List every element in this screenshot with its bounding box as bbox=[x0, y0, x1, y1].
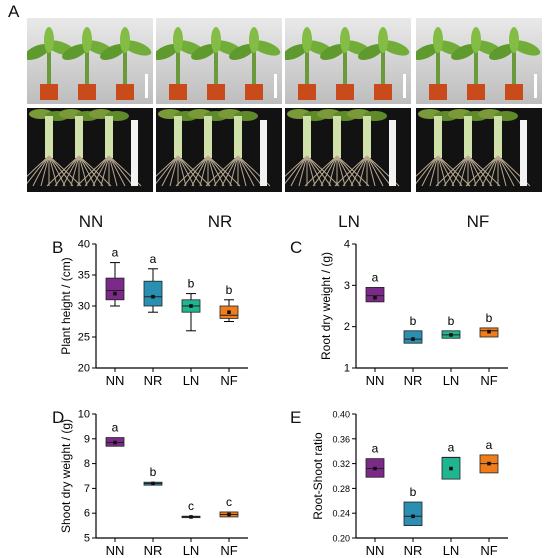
y-tick-label: 0.32 bbox=[332, 459, 350, 469]
x-tick-label: NR bbox=[144, 543, 163, 558]
y-tick-label: 10 bbox=[78, 409, 90, 421]
x-tick-label: LN bbox=[183, 373, 200, 388]
x-tick-label: LN bbox=[443, 373, 460, 388]
photo-roots-ln bbox=[285, 108, 411, 192]
y-tick-label: 1 bbox=[344, 363, 350, 375]
panel-label-d: D bbox=[52, 408, 65, 427]
significance-letter: a bbox=[372, 442, 379, 456]
significance-letter: b bbox=[410, 485, 417, 499]
mean-marker bbox=[373, 295, 377, 300]
x-tick-label: NR bbox=[404, 543, 423, 558]
mean-marker bbox=[113, 440, 117, 445]
y-axis-title: Plant height / (cm) bbox=[59, 257, 73, 354]
significance-letter: a bbox=[372, 270, 379, 284]
significance-letter: b bbox=[226, 283, 233, 297]
mean-marker bbox=[449, 333, 453, 337]
significance-letter: c bbox=[226, 495, 232, 509]
significance-letter: b bbox=[410, 314, 417, 328]
y-axis-title: Shoot dry weight / (g) bbox=[59, 419, 73, 533]
y-tick-label: 40 bbox=[78, 239, 90, 251]
photo-plants-ln bbox=[285, 18, 411, 104]
y-tick-label: 3 bbox=[344, 280, 350, 292]
y-tick-label: 0.36 bbox=[332, 434, 350, 444]
significance-letter: b bbox=[486, 311, 493, 325]
box-nn bbox=[105, 277, 125, 301]
mean-marker bbox=[151, 294, 155, 299]
panel-label-a: A bbox=[8, 2, 20, 21]
panel-label-c: C bbox=[290, 238, 303, 257]
x-tick-label: NN bbox=[106, 543, 125, 558]
y-tick-label: 7 bbox=[84, 483, 90, 495]
panel-label-e: E bbox=[290, 408, 302, 427]
x-tick-label: NN bbox=[366, 373, 385, 388]
box-nr bbox=[403, 330, 423, 344]
mean-marker bbox=[487, 329, 491, 334]
y-tick-label: 35 bbox=[78, 270, 90, 282]
x-tick-label: NF bbox=[220, 543, 237, 558]
x-tick-label: NF bbox=[220, 373, 237, 388]
y-tick-label: 2 bbox=[344, 321, 350, 333]
photo-plants-nr bbox=[156, 18, 282, 104]
photo-roots-nn bbox=[27, 108, 153, 192]
mean-marker bbox=[151, 481, 155, 486]
photo-plants-nf bbox=[416, 18, 542, 104]
panel-label-b: B bbox=[52, 238, 64, 257]
mean-marker bbox=[227, 310, 231, 314]
treatment-label-ln: LN bbox=[338, 212, 360, 231]
significance-letter: a bbox=[150, 252, 157, 266]
significance-letter: a bbox=[486, 438, 493, 452]
mean-marker bbox=[449, 466, 453, 471]
x-tick-label: NR bbox=[404, 373, 423, 388]
significance-letter: b bbox=[150, 465, 157, 479]
y-tick-label: 0.40 bbox=[332, 410, 350, 420]
significance-letter: b bbox=[188, 277, 195, 291]
mean-marker bbox=[113, 291, 117, 296]
mean-marker bbox=[411, 337, 415, 341]
photo-roots-nf bbox=[416, 108, 542, 192]
mean-marker bbox=[227, 512, 231, 517]
treatment-label-nr: NR bbox=[207, 212, 233, 231]
treatment-label-nn: NN bbox=[78, 212, 104, 231]
box-nn bbox=[365, 287, 385, 303]
y-tick-label: 4 bbox=[344, 239, 350, 251]
box-nr bbox=[143, 280, 163, 307]
significance-letter: b bbox=[448, 314, 455, 328]
x-tick-label: NN bbox=[366, 543, 385, 558]
y-tick-label: 6 bbox=[84, 508, 90, 520]
mean-marker bbox=[373, 466, 377, 471]
x-tick-label: NF bbox=[480, 543, 497, 558]
significance-letter: a bbox=[112, 246, 119, 260]
chart-shoot-dry-weight: 5 6 7 8 9 10 Shoot dry weight / (g) NN a NR b LN c NF… bbox=[59, 409, 248, 558]
y-tick-label: 0.24 bbox=[332, 509, 350, 519]
y-tick-label: 0.28 bbox=[332, 484, 350, 494]
box-nr bbox=[403, 501, 423, 527]
significance-letter: a bbox=[112, 421, 119, 435]
photo-plants-nn bbox=[27, 18, 153, 104]
chart-root-shoot-ratio: 0.20 0.24 0.28 0.32 0.36 0.40 Root-Shoot ratio… bbox=[311, 410, 508, 558]
x-tick-label: NF bbox=[480, 373, 497, 388]
photo-roots-nr bbox=[156, 108, 282, 192]
y-tick-label: 0.20 bbox=[332, 534, 350, 544]
y-tick-label: 30 bbox=[78, 301, 90, 313]
x-tick-label: LN bbox=[183, 543, 200, 558]
y-tick-label: 25 bbox=[78, 332, 90, 344]
x-tick-label: NN bbox=[106, 373, 125, 388]
mean-marker bbox=[189, 304, 193, 308]
chart-plant-height: 20 25 30 35 40 Plant height / (cm) NN a NR a LN b NF… bbox=[59, 239, 248, 388]
mean-marker bbox=[411, 514, 415, 519]
chart-root-dry-weight: 1 2 3 4 Root dry weight / (g) NN a NR b LN b NF b bbox=[319, 239, 508, 388]
y-tick-label: 5 bbox=[84, 533, 90, 545]
y-tick-label: 20 bbox=[78, 363, 90, 375]
treatment-label-nf: NF bbox=[466, 212, 490, 231]
y-tick-label: 9 bbox=[84, 433, 90, 445]
x-tick-label: NR bbox=[144, 373, 163, 388]
x-tick-label: LN bbox=[443, 543, 460, 558]
mean-marker bbox=[189, 515, 193, 519]
y-axis-title: Root-Shoot ratio bbox=[311, 432, 325, 520]
mean-marker bbox=[487, 461, 491, 466]
significance-letter: a bbox=[448, 440, 455, 454]
y-tick-label: 8 bbox=[84, 458, 90, 470]
significance-letter: c bbox=[188, 499, 194, 513]
y-axis-title: Root dry weight / (g) bbox=[319, 252, 333, 360]
